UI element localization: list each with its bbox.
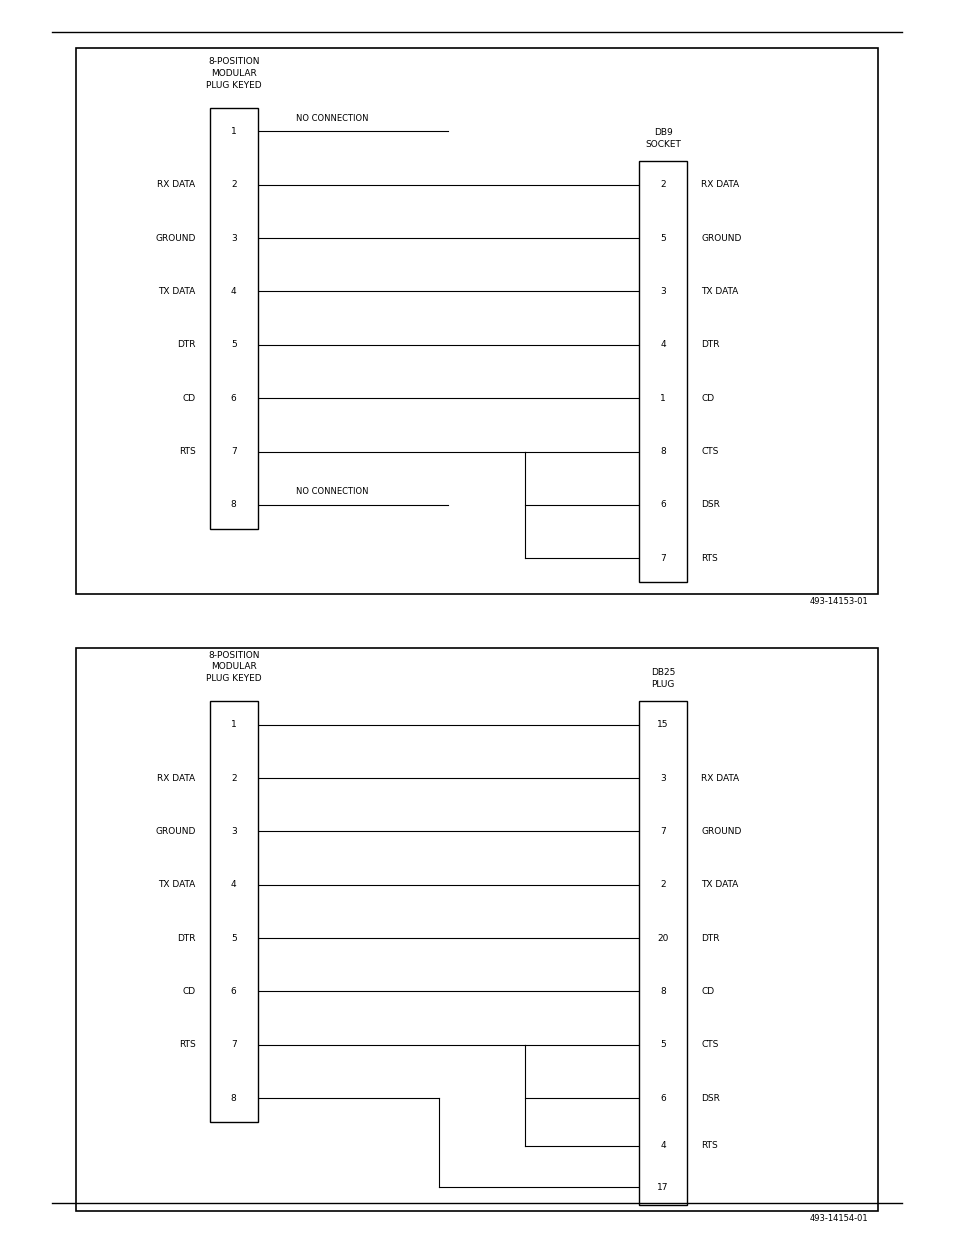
Text: 2: 2 xyxy=(231,773,236,783)
Text: NO CONNECTION: NO CONNECTION xyxy=(295,487,368,496)
Text: 1: 1 xyxy=(231,127,236,136)
Bar xyxy=(639,161,686,582)
Text: DB9
SOCKET: DB9 SOCKET xyxy=(644,128,680,149)
Text: 5: 5 xyxy=(659,1040,665,1050)
Text: 8: 8 xyxy=(231,1094,236,1103)
Text: TX DATA: TX DATA xyxy=(158,287,195,296)
Text: 15: 15 xyxy=(657,720,668,729)
Text: 8: 8 xyxy=(231,500,236,509)
Text: 7: 7 xyxy=(659,553,665,563)
Text: 7: 7 xyxy=(231,447,236,456)
Text: CD: CD xyxy=(700,394,714,403)
Text: 4: 4 xyxy=(231,881,236,889)
Text: DB25
PLUG: DB25 PLUG xyxy=(650,668,675,689)
Text: 5: 5 xyxy=(659,233,665,242)
Text: CD: CD xyxy=(182,394,195,403)
Text: 493-14153-01: 493-14153-01 xyxy=(808,597,867,605)
Bar xyxy=(210,701,257,1121)
Text: 493-14154-01: 493-14154-01 xyxy=(809,1214,867,1223)
Text: 6: 6 xyxy=(659,1094,665,1103)
Text: TX DATA: TX DATA xyxy=(700,287,738,296)
Text: DTR: DTR xyxy=(177,934,195,942)
Text: 6: 6 xyxy=(231,987,236,995)
Text: 5: 5 xyxy=(231,341,236,350)
Bar xyxy=(639,701,686,1205)
Text: RX DATA: RX DATA xyxy=(157,180,195,189)
Text: DTR: DTR xyxy=(700,341,719,350)
Text: NO CONNECTION: NO CONNECTION xyxy=(295,114,368,122)
Text: RX DATA: RX DATA xyxy=(700,773,739,783)
Text: 7: 7 xyxy=(659,827,665,836)
Text: RTS: RTS xyxy=(700,1141,718,1150)
Text: 7: 7 xyxy=(231,1040,236,1050)
Text: 4: 4 xyxy=(659,341,665,350)
Text: 3: 3 xyxy=(659,773,665,783)
Text: 4: 4 xyxy=(659,1141,665,1150)
Text: TX DATA: TX DATA xyxy=(158,881,195,889)
Text: CTS: CTS xyxy=(700,447,718,456)
Text: 17: 17 xyxy=(657,1183,668,1192)
Text: 2: 2 xyxy=(659,881,665,889)
Text: 1: 1 xyxy=(659,394,665,403)
Text: GROUND: GROUND xyxy=(155,827,195,836)
Text: 3: 3 xyxy=(231,827,236,836)
Text: 8-POSITION
MODULAR
PLUG KEYED: 8-POSITION MODULAR PLUG KEYED xyxy=(206,57,261,90)
Text: CD: CD xyxy=(182,987,195,995)
Text: 8: 8 xyxy=(659,987,665,995)
Text: RTS: RTS xyxy=(178,1040,195,1050)
Text: GROUND: GROUND xyxy=(700,827,740,836)
Text: CD: CD xyxy=(700,987,714,995)
Text: 5: 5 xyxy=(231,934,236,942)
Text: RTS: RTS xyxy=(700,553,718,563)
Text: RTS: RTS xyxy=(178,447,195,456)
Text: RX DATA: RX DATA xyxy=(700,180,739,189)
Text: RX DATA: RX DATA xyxy=(157,773,195,783)
Bar xyxy=(210,107,257,529)
Text: GROUND: GROUND xyxy=(700,233,740,242)
Text: 8-POSITION
MODULAR
PLUG KEYED: 8-POSITION MODULAR PLUG KEYED xyxy=(206,651,261,683)
Text: 4: 4 xyxy=(231,287,236,296)
Text: 3: 3 xyxy=(659,287,665,296)
Text: GROUND: GROUND xyxy=(155,233,195,242)
Bar xyxy=(76,48,877,594)
Text: 20: 20 xyxy=(657,934,668,942)
Text: 8: 8 xyxy=(659,447,665,456)
Text: 2: 2 xyxy=(231,180,236,189)
Text: 2: 2 xyxy=(659,180,665,189)
Text: DTR: DTR xyxy=(700,934,719,942)
Text: DSR: DSR xyxy=(700,500,720,509)
Text: DSR: DSR xyxy=(700,1094,720,1103)
Text: TX DATA: TX DATA xyxy=(700,881,738,889)
Text: CTS: CTS xyxy=(700,1040,718,1050)
Text: 6: 6 xyxy=(659,500,665,509)
Bar xyxy=(76,647,877,1210)
Text: 6: 6 xyxy=(231,394,236,403)
Text: DTR: DTR xyxy=(177,341,195,350)
Text: 1: 1 xyxy=(231,720,236,729)
Text: 3: 3 xyxy=(231,233,236,242)
